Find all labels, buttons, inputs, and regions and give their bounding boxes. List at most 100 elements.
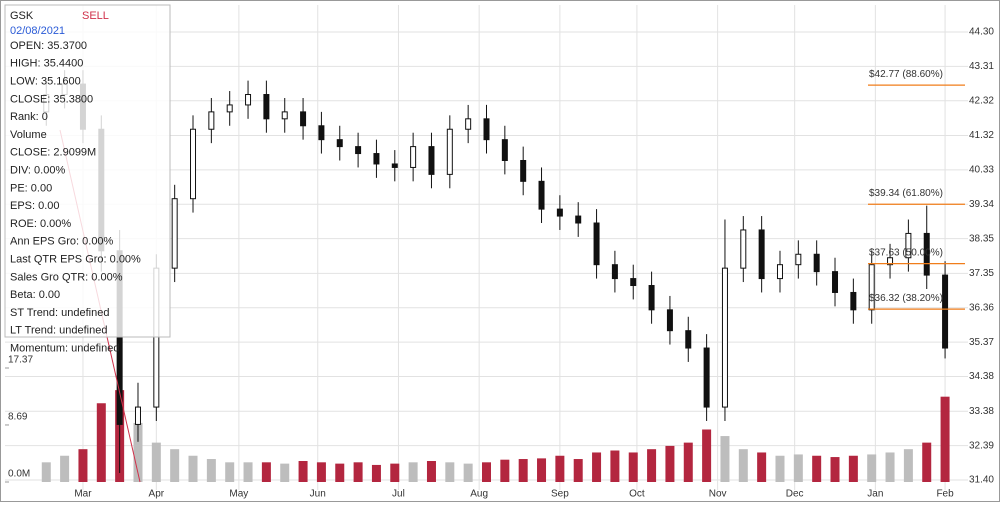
y-tick-label: 44.30	[969, 27, 994, 38]
volume-bar	[298, 460, 308, 482]
volume-bar	[206, 459, 216, 482]
y-tick-label: 35.37	[969, 337, 994, 348]
candle-body	[721, 267, 728, 408]
candle-body	[245, 94, 252, 106]
candle-body	[336, 139, 343, 148]
volume-bar	[390, 463, 400, 482]
volume-bar	[60, 455, 70, 482]
signal: SELL	[82, 10, 109, 22]
y-tick-label: 32.39	[969, 440, 994, 451]
x-tick-label: Jul	[392, 489, 405, 500]
volume-bar	[96, 403, 106, 482]
symbol: GSK	[10, 10, 34, 22]
info-line: CLOSE: 2.9099M	[10, 147, 96, 159]
x-tick-label: Dec	[786, 489, 804, 500]
volume-bar	[41, 462, 51, 482]
info-line: Sales Gro QTR: 0.00%	[10, 271, 123, 283]
volume-bar	[261, 462, 271, 482]
candle-body	[318, 125, 325, 141]
y-tick-label: 43.31	[969, 61, 994, 72]
info-line: PE: 0.00	[10, 182, 52, 194]
volume-bar	[408, 462, 418, 482]
info-line: Rank: 0	[10, 111, 48, 123]
info-line: DIV: 0.00%	[10, 165, 65, 177]
volume-bar	[482, 462, 491, 482]
candle-body	[373, 153, 380, 165]
volume-bar	[445, 462, 455, 482]
volume-bar	[738, 449, 748, 482]
volume-bar	[335, 463, 345, 482]
candle-body	[887, 257, 894, 266]
y-tick-label: 33.38	[969, 406, 994, 417]
x-tick-label: Jun	[310, 489, 326, 500]
fib-label: $36.32 (38.20%)	[869, 293, 943, 304]
fib-label: $42.77 (88.60%)	[869, 69, 943, 80]
y2-tick-label: 17.37	[8, 355, 33, 366]
x-tick-label: Aug	[470, 489, 488, 500]
y-tick-label: 34.38	[969, 371, 994, 382]
fib-label: $39.34 (61.80%)	[869, 188, 943, 199]
info-line: Last QTR EPS Gro: 0.00%	[10, 254, 141, 266]
volume-bar	[757, 452, 767, 482]
volume-bar	[426, 460, 436, 482]
volume-bar	[353, 462, 363, 482]
y-tick-label: 31.40	[969, 475, 994, 486]
y-tick-label: 38.35	[969, 233, 994, 244]
volume-bar	[78, 449, 88, 482]
date: 02/08/2021	[10, 25, 65, 37]
candle-body	[611, 264, 618, 280]
volume-bar	[518, 459, 528, 482]
candle-body	[575, 215, 582, 224]
info-line: LT Trend: undefined	[10, 325, 107, 337]
candle-body	[795, 253, 802, 266]
y-tick-label: 41.32	[969, 130, 994, 141]
info-line: ROE: 0.00%	[10, 218, 71, 230]
candle-body	[428, 146, 435, 175]
candle-body	[410, 146, 417, 168]
volume-bar	[775, 455, 785, 482]
info-line: Momentum: undefined	[10, 343, 119, 355]
candle-body	[538, 180, 545, 210]
y-tick-label: 36.36	[969, 302, 994, 313]
candle-body	[758, 229, 765, 280]
x-tick-label: Apr	[149, 489, 165, 500]
info-line: LOW: 35.1600	[10, 76, 81, 88]
volume-bar	[702, 429, 712, 482]
candle-body	[868, 264, 875, 311]
candle-body	[226, 104, 233, 113]
volume-bar	[922, 442, 932, 482]
volume-bar	[170, 449, 180, 482]
info-line: Volume	[10, 129, 47, 141]
volume-bar	[885, 452, 895, 482]
volume-bar	[793, 454, 803, 482]
info-panel: GSK SELL 02/08/2021 OPEN: 35.3700 HIGH: 35.4…	[4, 4, 171, 355]
volume-bar	[940, 396, 950, 482]
volume-bar	[371, 464, 381, 482]
candle-body	[208, 111, 215, 130]
x-tick-label: Nov	[709, 489, 727, 500]
candle-body	[685, 330, 692, 349]
y-tick-label: 37.35	[969, 268, 994, 279]
candle-body	[666, 309, 673, 332]
volume-bar	[830, 457, 840, 482]
info-line: OPEN: 35.3700	[10, 40, 87, 52]
candle-body	[501, 139, 508, 161]
x-tick-label: Mar	[74, 489, 92, 500]
volume-bar	[280, 463, 290, 482]
y-tick-label: 39.34	[969, 199, 994, 210]
candle-body	[630, 278, 637, 287]
x-tick-label: Jan	[867, 489, 883, 500]
candle-body	[593, 222, 600, 266]
volume-bar	[647, 449, 657, 482]
candle-body	[905, 232, 912, 259]
volume-bar	[592, 452, 602, 482]
candle-body	[281, 111, 288, 120]
candle-body	[300, 111, 307, 127]
volume-bar	[243, 462, 253, 482]
candle-body	[556, 208, 563, 217]
volume-bar	[188, 455, 198, 482]
volume-bar	[463, 463, 473, 482]
info-line: EPS: 0.00	[10, 200, 60, 212]
volume-bar	[500, 459, 510, 482]
